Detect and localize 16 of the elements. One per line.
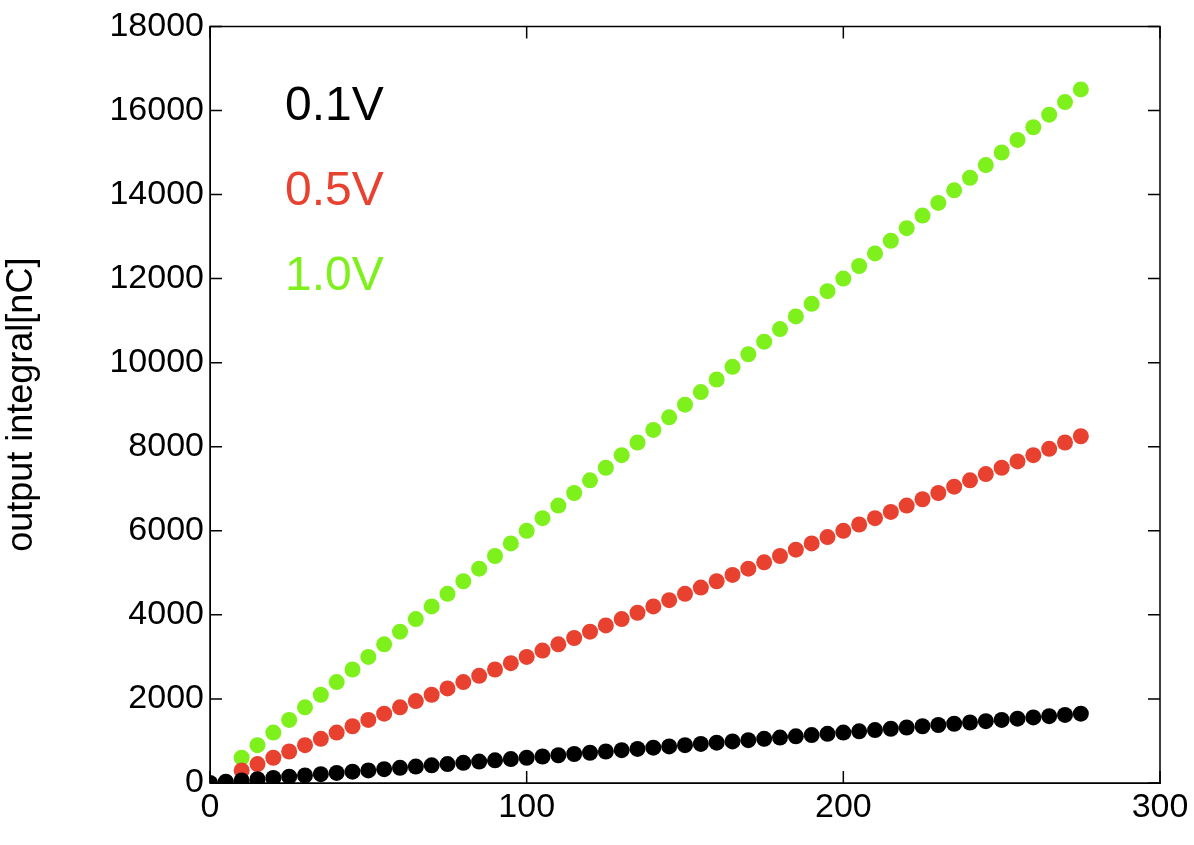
x-tick-label: 200 [814, 785, 872, 824]
text: 0.5V [285, 161, 384, 215]
text: 1.0V [285, 246, 384, 300]
y-tick-label: 10000 [109, 341, 204, 380]
y-tick-label: 2000 [128, 677, 204, 716]
y-axis-title: output integral[nC] [0, 257, 40, 552]
x-tick-label: 100 [498, 785, 556, 824]
y-tick-label: 4000 [128, 593, 204, 632]
y-tick-label: 18000 [109, 4, 204, 43]
y-tick-label: 16000 [109, 88, 204, 127]
y-tick-label: 6000 [128, 509, 204, 548]
y-tick-label: 12000 [109, 256, 204, 295]
y-tick-label: 14000 [109, 172, 204, 211]
x-tick-label: 300 [1131, 785, 1189, 824]
y-tick-label: 8000 [128, 425, 204, 464]
text: 0.1V [285, 76, 384, 130]
